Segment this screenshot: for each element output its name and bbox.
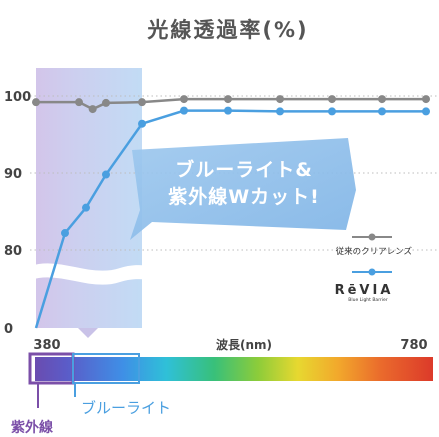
callout-line2: 紫外線Wカット!	[168, 185, 320, 208]
series-0-point-7	[276, 95, 284, 104]
series-1-point-10	[422, 107, 430, 116]
series-0-point-10	[422, 95, 430, 104]
series-0-point-9	[378, 95, 386, 104]
y-tick-80: 80	[4, 244, 22, 259]
series-1-point-6	[224, 106, 232, 115]
x-axis-title: 波長(nm)	[216, 337, 272, 352]
chart-title: 光線透過率(%)	[146, 18, 308, 42]
y-tick-labels: 100 90 80 0	[4, 90, 31, 337]
uv-label: 紫外線	[11, 419, 53, 436]
x-tick-380: 380	[33, 338, 60, 353]
series-1-point-1	[61, 229, 69, 238]
series-1-point-7	[276, 107, 284, 116]
y-tick-100: 100	[4, 90, 31, 105]
legend-revia-brand: RēVIA	[335, 283, 394, 298]
spectrum-bar	[35, 357, 433, 381]
x-tick-780: 780	[400, 338, 427, 353]
y-tick-0: 0	[4, 322, 13, 337]
uv-bluelight-region	[36, 68, 142, 328]
series-0-point-2	[88, 105, 97, 114]
series-1-point-8	[328, 107, 336, 116]
series-1-point-5	[180, 106, 188, 115]
series-0-point-6	[224, 95, 232, 104]
series-0-point-1	[75, 98, 83, 107]
callout-box: ブルーライト& 紫外線Wカット!	[130, 138, 356, 240]
series-0-point-4	[138, 98, 146, 107]
series-1-point-4	[138, 119, 146, 128]
series-0-point-0	[32, 98, 40, 107]
bluelight-label: ブルーライト	[81, 399, 171, 417]
region-pointer	[78, 328, 98, 338]
series-1-point-2	[82, 203, 90, 212]
series-0-point-8	[328, 95, 336, 104]
legend-revia-sub: Blue Light Barrier	[348, 297, 388, 303]
axis-break	[30, 263, 439, 285]
series-1-point-9	[378, 107, 386, 116]
callout-line1: ブルーライト&	[175, 158, 313, 181]
series-0-point-5	[180, 95, 188, 104]
gridlines	[30, 95, 439, 251]
legend: 従来のクリアレンズ RēVIA Blue Light Barrier	[335, 233, 413, 303]
legend-conventional-label: 従来のクリアレンズ	[336, 246, 413, 257]
series-1-point-3	[102, 170, 110, 179]
series-layer	[32, 95, 430, 329]
bluelight-bracket	[72, 353, 140, 384]
series-0-point-3	[102, 98, 110, 107]
y-tick-90: 90	[4, 167, 22, 182]
